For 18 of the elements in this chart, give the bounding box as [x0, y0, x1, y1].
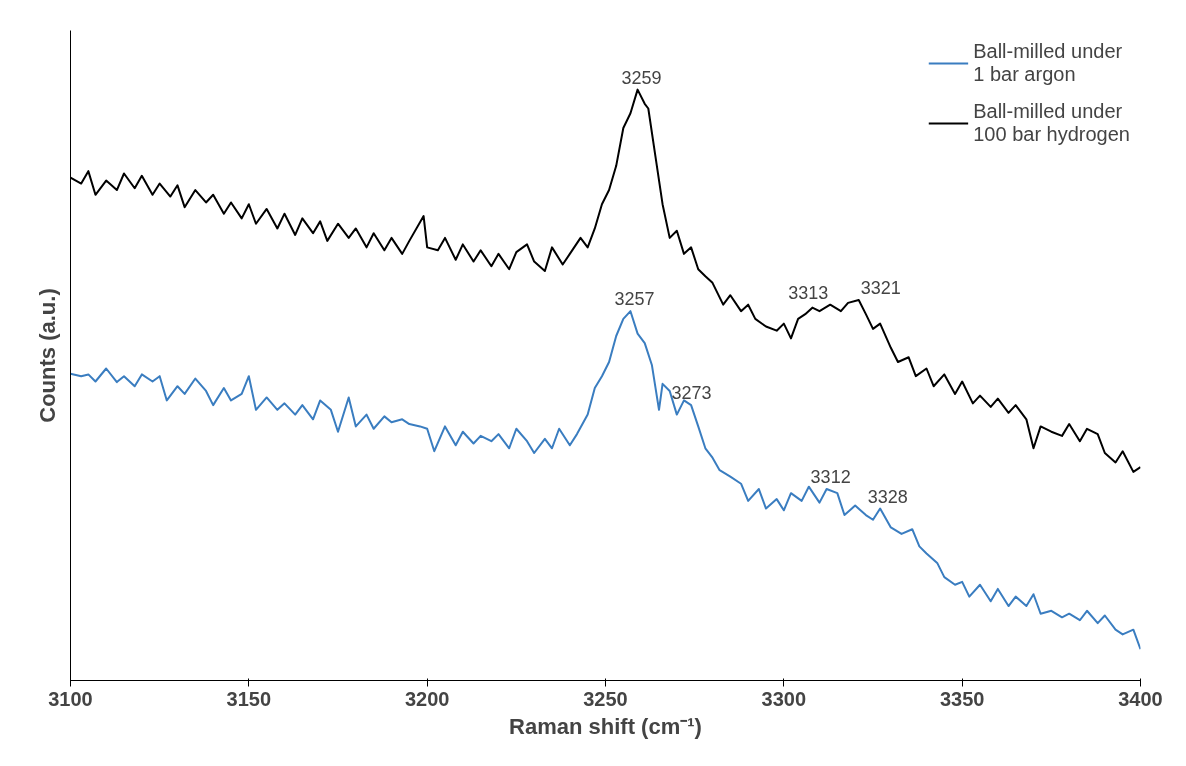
x-tick-label: 3250: [583, 687, 628, 710]
legend-label: Ball-milled under 100 bar hydrogen: [973, 100, 1130, 146]
annotation: 3312: [810, 467, 851, 488]
x-tick-label: 3100: [48, 687, 93, 710]
annotation: 3328: [867, 486, 908, 507]
annotation: 3257: [614, 289, 655, 310]
x-tick-label: 3400: [1118, 687, 1163, 710]
x-tick-label: 3200: [404, 687, 450, 710]
annotation: 3321: [860, 277, 901, 298]
annotation: 3273: [671, 383, 712, 404]
y-axis-title: Counts (a.u.): [34, 288, 60, 423]
x-tick-label: 3150: [226, 687, 272, 710]
annotation: 3313: [788, 282, 829, 303]
x-axis-title: Raman shift (cm⁻¹): [509, 713, 702, 739]
x-tick-label: 3350: [939, 687, 985, 710]
legend-label: Ball-milled under 1 bar argon: [973, 40, 1123, 86]
x-tick-label: 3300: [761, 687, 807, 710]
annotation: 3259: [621, 67, 662, 88]
